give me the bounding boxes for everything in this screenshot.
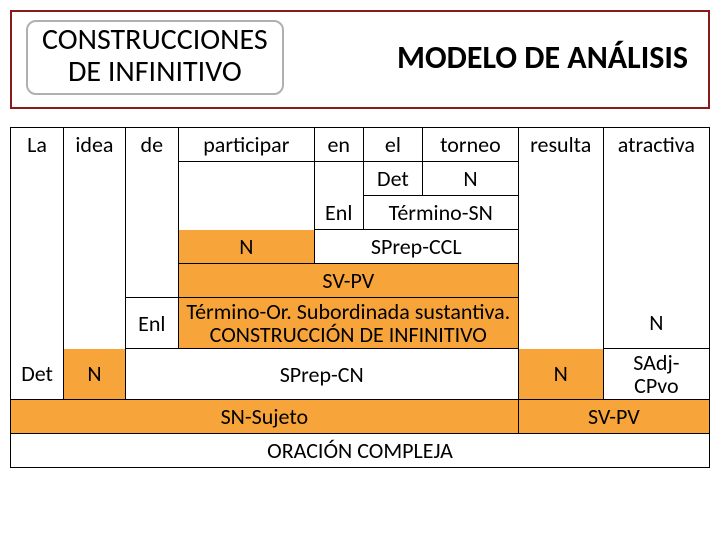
label-sprep-ccl: SPrep-CCL [314, 230, 518, 264]
analysis-table: La idea de participar en el torneo resul… [10, 127, 710, 468]
label-n-participar: N [178, 230, 314, 264]
pill-line1: CONSTRUCCIONES [42, 24, 268, 56]
word-en: en [314, 128, 363, 162]
label-sadj-cpvo: SAdj-CPvo [603, 349, 709, 400]
label-n-atractiva: N [603, 298, 709, 349]
header-title: MODELO DE ANÁLISIS [397, 38, 694, 77]
label-n-resulta: N [518, 349, 603, 400]
label-n-torneo: N [423, 162, 519, 196]
word-torneo: torneo [423, 128, 519, 162]
word-atractiva: atractiva [603, 128, 709, 162]
word-de: de [125, 128, 178, 162]
label-enl-en: Enl [314, 196, 363, 230]
label-oracion: ORACIÓN COMPLEJA [11, 434, 710, 468]
label-enl-de: Enl [125, 298, 178, 349]
label-sn-sujeto: SN-Sujeto [11, 400, 519, 434]
label-sprep-cn: SPrep-CN [125, 349, 518, 400]
label-sv-pv-outer: SV-PV [518, 400, 709, 434]
word-el: el [363, 128, 422, 162]
label-det-la: Det [11, 349, 64, 400]
word-idea: idea [64, 128, 126, 162]
header-box: CONSTRUCCIONES DE INFINITIVO MODELO DE A… [10, 10, 710, 109]
word-la: La [11, 128, 64, 162]
label-det-el: Det [363, 162, 422, 196]
word-participar: participar [178, 128, 314, 162]
word-resulta: resulta [518, 128, 603, 162]
label-termino-or: Término-Or. Subordinada sustantiva. CONS… [178, 298, 518, 349]
pill-line2: DE INFINITIVO [42, 56, 268, 88]
label-termino-sn: Término-SN [363, 196, 518, 230]
label-n-idea: N [64, 349, 126, 400]
label-sv-pv-inner: SV-PV [178, 264, 518, 298]
header-pill: CONSTRUCCIONES DE INFINITIVO [26, 20, 284, 95]
